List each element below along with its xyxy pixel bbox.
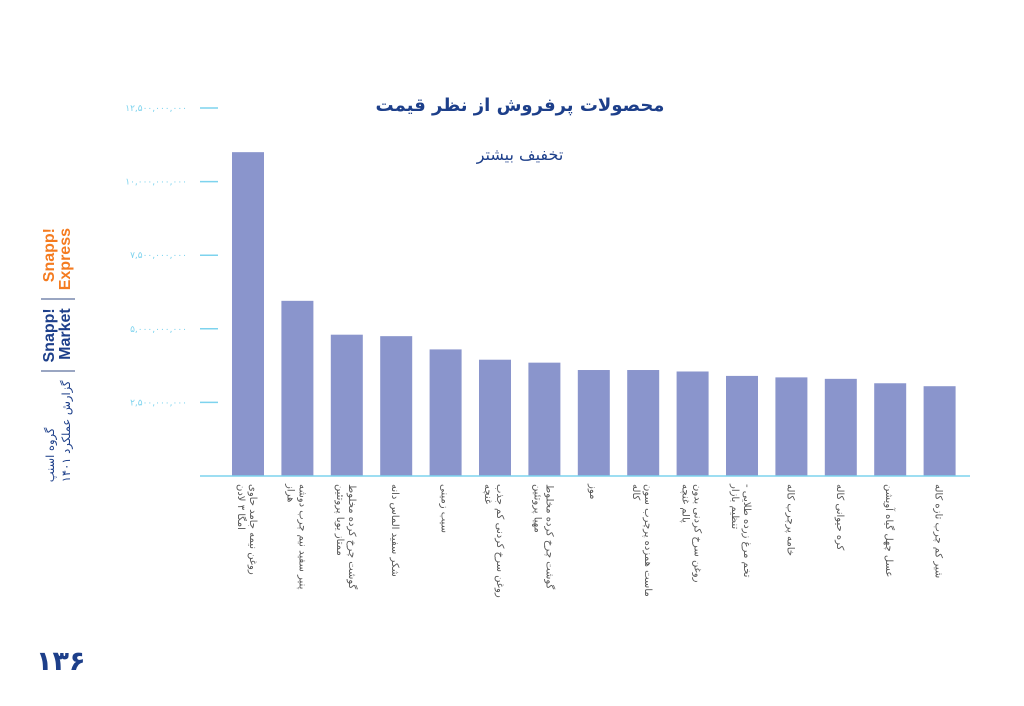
- x-tick-label: تنظیم بازار: [729, 483, 740, 529]
- brand-sidebar: گروه اسنپ گزارش عملکرد ۱۴۰۱ Snapp! Marke…: [38, 228, 78, 558]
- x-tick-label: روغن سرخ کردنی کم جذب: [494, 484, 505, 598]
- x-tick-label: مهیا پروتئین: [531, 484, 542, 533]
- bar: [775, 377, 808, 476]
- y-tick-label: ۱۰,۰۰۰,۰۰۰,۰۰۰: [125, 178, 187, 188]
- x-tick-label: پالم غنچه: [680, 484, 691, 523]
- bar: [923, 386, 956, 476]
- bar: [479, 359, 511, 476]
- x-tick-label: کاله: [630, 484, 641, 500]
- page-number: ۱۳۶: [36, 646, 86, 677]
- y-axis: ۲,۵۰۰,۰۰۰,۰۰۰ ۵,۰۰۰,۰۰۰,۰۰۰ ۷,۵۰۰,۰۰۰,۰۰۰ ۱…: [125, 104, 218, 408]
- x-tick-label: شیر کم چرب تازه کاله: [933, 484, 944, 578]
- x-tick-label: روغن سرخ کردنی بدون: [692, 484, 703, 583]
- bar: [627, 370, 660, 476]
- x-tick-label: ممتاز یوبا پروتئین: [334, 484, 345, 556]
- report-name: گزارش عملکرد ۱۴۰۱: [59, 380, 73, 483]
- x-tick-label: کره حیوانی کاله: [834, 484, 845, 551]
- bar: [528, 362, 561, 476]
- x-tick-label: سیب زمینی: [439, 484, 450, 533]
- group-name: گروه اسنپ: [43, 427, 57, 483]
- y-tick-label: ۲,۵۰۰,۰۰۰,۰۰۰: [130, 398, 187, 408]
- chart-subtitle: تخفیف بیشتر: [476, 145, 564, 165]
- y-tick-label: ۷,۵۰۰,۰۰۰,۰۰۰: [130, 251, 187, 261]
- bar: [577, 370, 610, 476]
- report-caption: گروه اسنپ گزارش عملکرد ۱۴۰۱: [42, 380, 74, 482]
- y-tick-label: ۵,۰۰۰,۰۰۰,۰۰۰: [130, 325, 187, 335]
- chart-title: محصولات پرفروش از نظر قیمت: [376, 95, 665, 116]
- x-tick-label: شکر سفید الماس دانه: [389, 484, 400, 577]
- x-tick-label: هراز: [284, 483, 295, 502]
- x-tick-label: ماست همزده پرچرب سون: [642, 484, 653, 597]
- bar: [874, 383, 907, 476]
- x-tick-label: گوشت چرخ کرده مخلوط: [543, 484, 555, 590]
- x-tick-label: خامه پرچرب کاله: [784, 484, 795, 556]
- bar: [676, 371, 709, 476]
- y-tick-label: ۱۲,۵۰۰,۰۰۰,۰۰۰: [125, 104, 187, 114]
- x-tick-label: روغن نیمه جامد حاوی: [247, 484, 258, 575]
- snapp-express-logo: Snapp! Express: [41, 228, 74, 291]
- x-tick-label: عسل چهل گیاه آویشن: [883, 484, 896, 577]
- bar: [330, 334, 363, 476]
- logo-separator: [41, 298, 75, 301]
- bar: [726, 375, 758, 476]
- x-tick-label: غنچه: [482, 484, 493, 504]
- logo-separator: [41, 370, 75, 373]
- bar: [232, 152, 264, 476]
- x-tick-label: پنیر سفید نیم چرب دوشه: [296, 484, 307, 590]
- bar: [281, 300, 314, 476]
- x-tick-label: گوشت چرخ کرده مخلوط: [346, 484, 358, 590]
- bar: [380, 336, 413, 476]
- bar: [824, 378, 857, 476]
- bar: [429, 349, 462, 476]
- snapp-market-logo: Snapp! Market: [41, 308, 74, 363]
- x-tick-label: موز: [587, 483, 598, 499]
- x-tick-label: امگا ۳ لادن: [235, 484, 247, 530]
- bars: [232, 152, 956, 476]
- x-tick-label: تخم مرغ زرده طلایی -: [741, 484, 752, 578]
